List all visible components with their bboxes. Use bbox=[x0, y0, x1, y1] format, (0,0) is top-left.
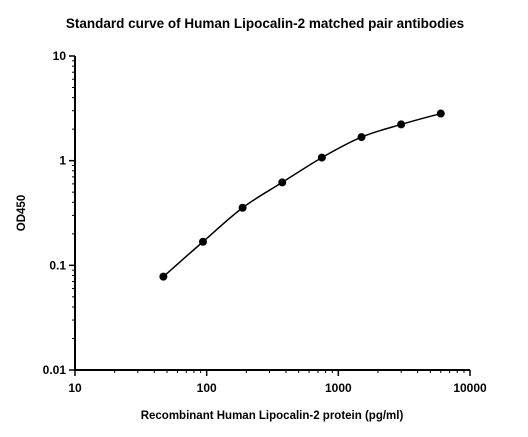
fit-curve bbox=[162, 112, 441, 278]
y-axis-label: OD450 bbox=[16, 195, 28, 231]
x-axis-label: Recombinant Human Lipocalin-2 protein (p… bbox=[141, 410, 404, 422]
y-tick-label: 0.1 bbox=[49, 258, 66, 272]
x-tick-label: 100 bbox=[197, 381, 217, 395]
y-tick-label: 10 bbox=[53, 49, 67, 63]
y-tick-label: 1 bbox=[59, 154, 66, 168]
y-tick-label: 0.01 bbox=[43, 363, 67, 377]
data-point bbox=[436, 109, 445, 118]
data-point bbox=[317, 153, 326, 162]
data-point bbox=[159, 272, 168, 281]
data-point bbox=[278, 178, 287, 187]
plot-area: 0.01 0.1 1 10 10 100 1000 10000 bbox=[43, 49, 487, 395]
data-point bbox=[357, 133, 366, 142]
x-tick-label: 10000 bbox=[453, 381, 487, 395]
data-point bbox=[238, 203, 247, 212]
x-tick-label: 1000 bbox=[325, 381, 352, 395]
data-point bbox=[397, 120, 406, 129]
x-tick-label: 10 bbox=[68, 381, 82, 395]
data-point bbox=[198, 237, 207, 246]
chart-title: Standard curve of Human Lipocalin-2 matc… bbox=[66, 16, 464, 31]
